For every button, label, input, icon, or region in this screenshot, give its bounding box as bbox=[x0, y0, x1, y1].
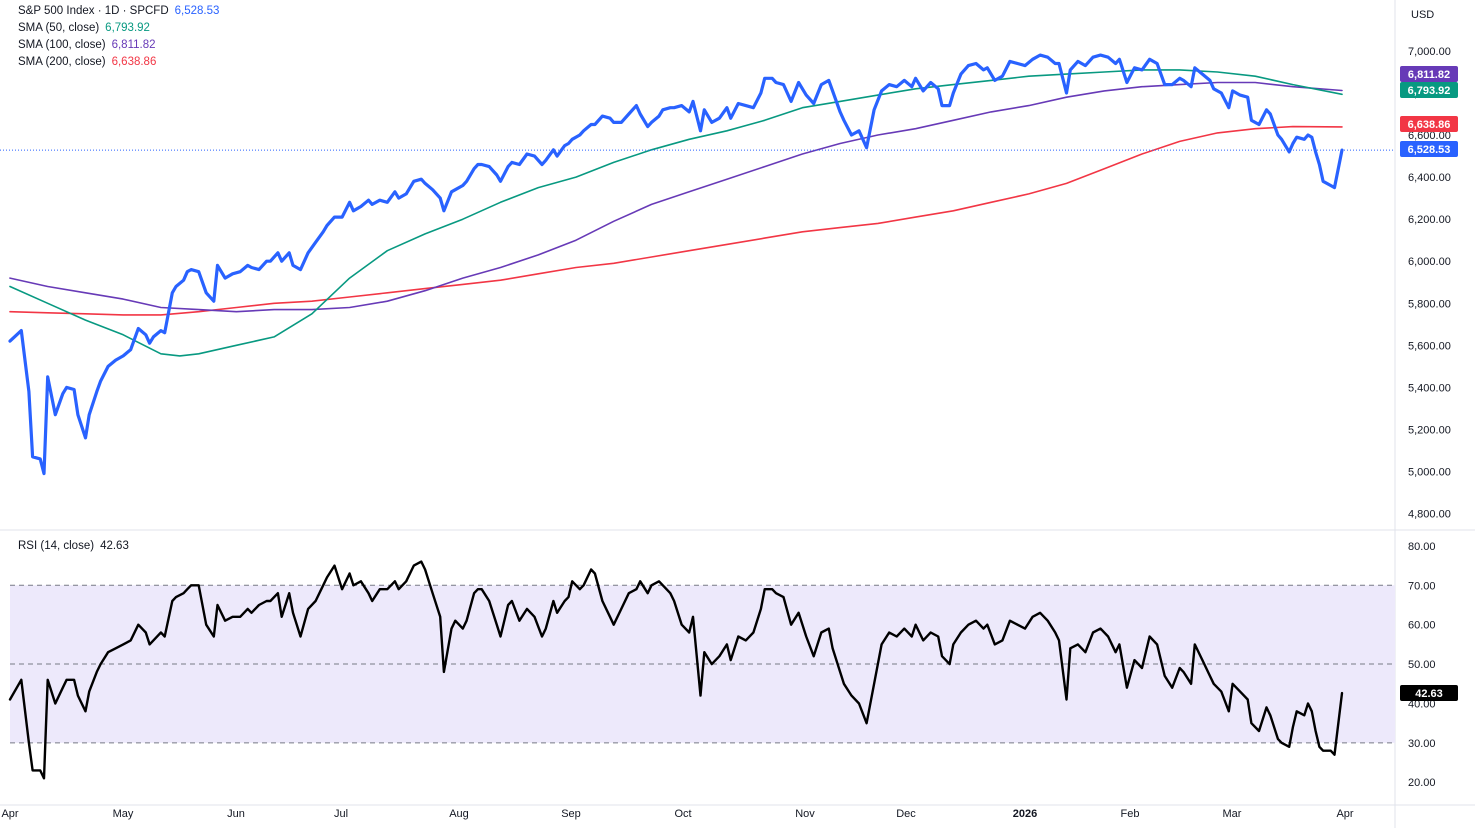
legend-sma50-value: 6,793.92 bbox=[105, 22, 150, 34]
rsi-tick-label: 40.00 bbox=[1408, 698, 1436, 710]
legend-sma200-label: SMA (200, close) bbox=[18, 56, 106, 68]
legend-rsi-label: RSI (14, close) bbox=[18, 540, 95, 552]
price-tick-label: 5,000.00 bbox=[1408, 467, 1451, 479]
legend-price[interactable]: S&P 500 Index · 1D · SPCFD 6,528.53 bbox=[18, 3, 219, 20]
price-tick-label: 5,400.00 bbox=[1408, 382, 1451, 394]
price-tick-label: 7,000.00 bbox=[1408, 46, 1451, 58]
time-tick-label: Apr bbox=[1336, 808, 1353, 820]
rsi-line[interactable] bbox=[8, 560, 1344, 780]
time-tick-label: Jul bbox=[334, 808, 348, 820]
time-tick-label: Dec bbox=[896, 808, 916, 820]
legend-sma50[interactable]: SMA (50, close) 6,793.92 bbox=[18, 20, 150, 37]
price-tick-label: 5,200.00 bbox=[1408, 424, 1451, 436]
legend-rsi[interactable]: RSI (14, close) 42.63 bbox=[18, 538, 129, 555]
rsi-tick-label: 80.00 bbox=[1408, 541, 1436, 553]
badge-price bbox=[1400, 141, 1458, 157]
legend-price-label: S&P 500 Index · 1D · SPCFD bbox=[18, 5, 169, 17]
time-tick-label: May bbox=[113, 808, 134, 820]
price-tick-label: 6,000.00 bbox=[1408, 256, 1451, 268]
price-tick-label: 5,600.00 bbox=[1408, 340, 1451, 352]
time-tick-label: Oct bbox=[674, 808, 691, 820]
badge-sma50 bbox=[1400, 82, 1458, 98]
badge-sma200-text: 6,638.86 bbox=[1408, 119, 1451, 131]
price-tick-label: 5,800.00 bbox=[1408, 298, 1451, 310]
time-tick-label: Apr bbox=[1, 808, 18, 820]
price-tick-label: 6,200.00 bbox=[1408, 214, 1451, 226]
rsi-tick-label: 20.00 bbox=[1408, 777, 1436, 789]
time-tick-label: Nov bbox=[795, 808, 815, 820]
legend-sma100[interactable]: SMA (100, close) 6,811.82 bbox=[18, 37, 156, 54]
badge-rsi-text: 42.63 bbox=[1415, 688, 1443, 700]
sma100-line[interactable] bbox=[9, 81, 1343, 313]
time-tick-label: Aug bbox=[449, 808, 469, 820]
sma200-line[interactable] bbox=[9, 125, 1343, 316]
legend-rsi-value: 42.63 bbox=[100, 540, 129, 552]
legend-sma50-label: SMA (50, close) bbox=[18, 22, 100, 34]
legend-sma100-label: SMA (100, close) bbox=[18, 39, 106, 51]
time-tick-label: Mar bbox=[1223, 808, 1242, 820]
badge-sma200 bbox=[1400, 116, 1458, 132]
time-tick-label: Feb bbox=[1121, 808, 1140, 820]
rsi-tick-label: 50.00 bbox=[1408, 659, 1436, 671]
badge-sma100-text: 6,811.82 bbox=[1408, 69, 1450, 81]
badge-sma50-text: 6,793.92 bbox=[1408, 85, 1451, 97]
time-tick-label: Sep bbox=[561, 808, 581, 820]
rsi-tick-label: 30.00 bbox=[1408, 738, 1436, 750]
legend-sma100-value: 6,811.82 bbox=[111, 39, 156, 51]
legend-price-value: 6,528.53 bbox=[174, 5, 220, 17]
time-tick-label: Jun bbox=[227, 808, 245, 820]
rsi-tick-label: 70.00 bbox=[1408, 580, 1436, 592]
rsi-tick-label: 60.00 bbox=[1408, 620, 1436, 632]
price-tick-label: 4,800.00 bbox=[1408, 509, 1451, 521]
price-line[interactable] bbox=[8, 53, 1344, 476]
badge-price-text: 6,528.53 bbox=[1408, 144, 1451, 156]
currency-label[interactable]: USD bbox=[1411, 9, 1434, 21]
time-tick-label: 2026 bbox=[1013, 808, 1037, 820]
legend-sma200-value: 6,638.86 bbox=[111, 56, 157, 68]
legend-sma200[interactable]: SMA (200, close) 6,638.86 bbox=[18, 54, 156, 71]
price-tick-label: 6,600.00 bbox=[1408, 130, 1451, 142]
badge-rsi bbox=[1400, 685, 1458, 701]
price-tick-label: 6,400.00 bbox=[1408, 172, 1451, 184]
badge-sma100 bbox=[1400, 66, 1458, 82]
